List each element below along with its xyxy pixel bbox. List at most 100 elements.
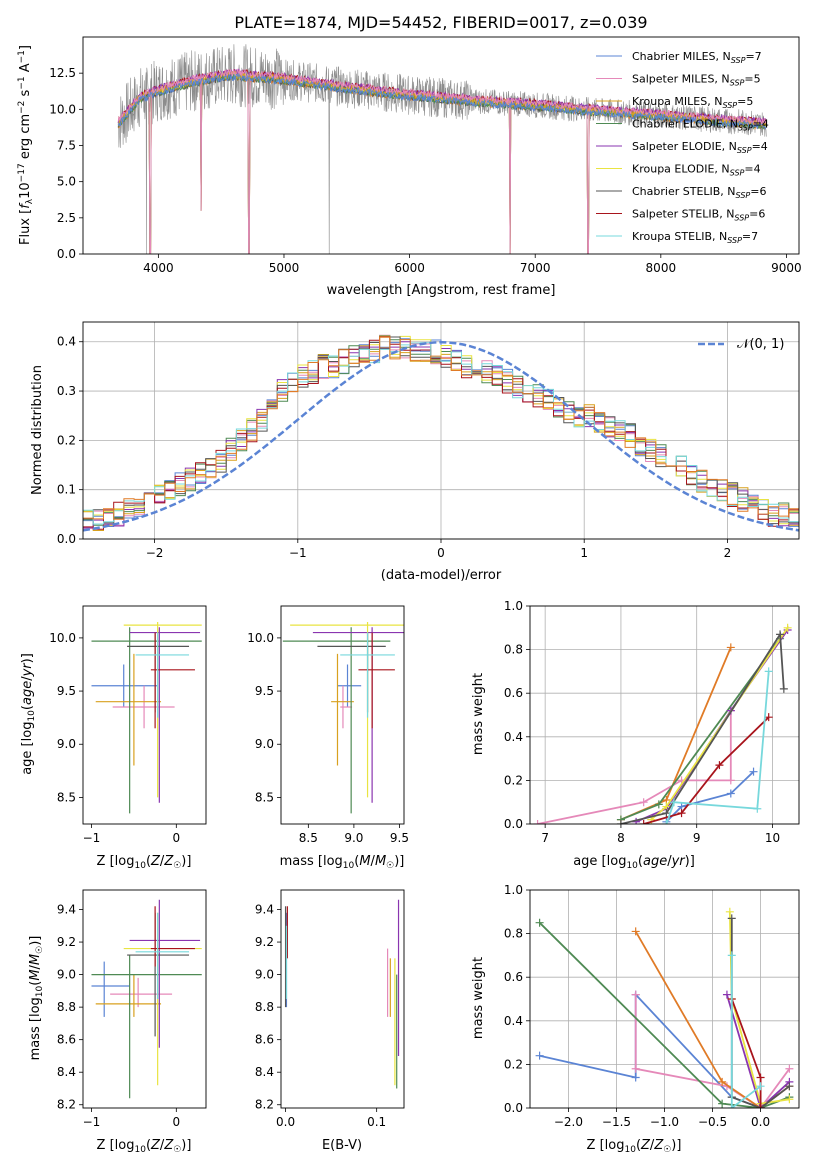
weight-marker	[631, 927, 640, 936]
x-tick-label: 7	[541, 831, 549, 845]
weight-marker	[631, 1064, 640, 1073]
y-tick-label: 9.2	[57, 935, 76, 949]
y-tick-label: 9.5	[57, 684, 76, 698]
x-tick-label: 2	[724, 546, 732, 560]
model-spectrum-line	[117, 68, 767, 254]
y-tick-label: 0.6	[504, 686, 523, 700]
axes-frame	[82, 605, 207, 825]
weight-marker	[715, 761, 724, 770]
legend-label: Kroupa STELIB, NSSP=7	[632, 230, 758, 245]
x-tick-label: −1	[289, 546, 307, 560]
x-tick-label: 6000	[394, 261, 425, 275]
weight-marker	[631, 990, 640, 999]
massZ-x-label: Z [log10(Z/Z☉)]	[97, 1138, 192, 1155]
mass-vs-metallicity-panel: −1 0 8.2 8.4 8.6 8.8 9.0 9.2 9.4	[57, 889, 207, 1129]
y-tick-label: 8.2	[57, 1098, 76, 1112]
weight-marker	[785, 1095, 794, 1104]
y-tick-label: 9.5	[255, 684, 274, 698]
y-tick-label: 0.2	[57, 433, 76, 447]
x-tick-label: 0.1	[367, 1115, 386, 1129]
errorbars	[284, 899, 400, 1089]
y-tick-label: 0.2	[504, 773, 523, 787]
histogram-legend: 𝒩(0, 1)	[698, 337, 784, 352]
ageZ-y-label: age [log10(age/yr)]	[20, 653, 37, 775]
histogram-y-label: Normed distribution	[30, 365, 45, 495]
y-tick-label: 0.3	[57, 384, 76, 398]
y-tick-label: 7.5	[57, 139, 76, 153]
weight-series-line	[643, 716, 770, 824]
x-tick-label: 0.0	[276, 1115, 295, 1129]
x-tick-label: 9.5	[390, 831, 409, 845]
y-tick-label: 0.8	[504, 927, 523, 941]
mwAge-x-label: age [log10(age/yr)]	[573, 854, 695, 871]
legend-label: Chabrier MILES, NSSP=7	[632, 50, 762, 65]
x-tick-label: 9	[693, 831, 701, 845]
axes-frame	[82, 889, 207, 1109]
weight-marker	[727, 951, 736, 960]
mwZ-y-label: mass weight	[471, 957, 486, 1039]
x-tick-label: −2.0	[554, 1115, 583, 1129]
weight-lines	[535, 907, 794, 1108]
weight-marker	[756, 1073, 765, 1082]
weight-marker	[776, 630, 785, 639]
errorbars	[91, 621, 202, 814]
weight-series-line	[665, 771, 755, 823]
y-tick-label: 8.5	[255, 790, 274, 804]
y-tick-label: 8.6	[57, 1033, 76, 1047]
legend-label: Kroupa ELODIE, NSSP=4	[632, 163, 761, 178]
weight-marker	[785, 1064, 794, 1073]
legend-label: Chabrier ELODIE, NSSP=4	[632, 118, 769, 133]
legend-label: Salpeter STELIB, NSSP=6	[632, 208, 765, 223]
weight-marker	[756, 1082, 765, 1091]
y-tick-label: 8.8	[255, 1000, 274, 1014]
y-tick-label: 9.4	[57, 903, 76, 917]
model-spectrum-line	[117, 72, 767, 130]
weight-marker	[616, 820, 625, 824]
x-tick-label: 0	[437, 546, 445, 560]
weight-marker	[533, 820, 542, 824]
x-tick-label: 8	[617, 831, 625, 845]
y-tick-label: 1.0	[504, 883, 523, 897]
y-tick-label: 0.6	[504, 970, 523, 984]
x-tick-label: −1.0	[650, 1115, 679, 1129]
weight-marker	[779, 684, 788, 693]
massE-x-label: E(B-V)	[322, 1138, 362, 1153]
y-tick-label: 2.5	[57, 211, 76, 225]
x-tick-label: 4000	[143, 261, 174, 275]
weight-marker	[783, 623, 792, 632]
weight-marker	[677, 809, 686, 818]
x-tick-label: 10	[765, 831, 780, 845]
y-tick-label: 0.4	[57, 335, 76, 349]
y-tick-label: 9.4	[255, 903, 274, 917]
weight-lines	[533, 623, 792, 824]
y-tick-label: 0.0	[504, 1101, 523, 1115]
y-tick-label: 8.5	[57, 790, 76, 804]
y-tick-label: 0.4	[504, 730, 523, 744]
weight-marker	[662, 809, 671, 818]
spectrum-lines	[117, 44, 767, 254]
y-tick-label: 5.0	[57, 175, 76, 189]
y-tick-label: 10.0	[49, 102, 76, 116]
errorbars	[91, 899, 202, 1099]
weight-series-line	[726, 994, 791, 1108]
y-tick-label: 9.0	[57, 737, 76, 751]
x-tick-label: −0.5	[698, 1115, 727, 1129]
weight-marker	[631, 1073, 640, 1082]
y-tick-label: 8.4	[57, 1065, 76, 1079]
y-tick-label: 8.8	[57, 1000, 76, 1014]
y-tick-label: 0.4	[504, 1014, 523, 1028]
weight-marker	[764, 713, 773, 722]
y-tick-label: 10.0	[247, 631, 274, 645]
spectrum-x-label: wavelength [Angstrom, rest frame]	[327, 283, 556, 298]
weight-marker	[756, 1104, 765, 1108]
x-tick-label: −1	[83, 1115, 101, 1129]
massZ-y-label: mass [log10(M/M☉)]	[28, 936, 45, 1061]
weight-marker	[535, 918, 544, 927]
x-tick-label: 0	[172, 1115, 180, 1129]
weight-series-line	[730, 955, 762, 1108]
x-tick-label: −2	[146, 546, 164, 560]
mass-vs-ebv-panel: 0.0 0.1 8.2 8.4 8.6 8.8 9.0 9.2 9.4	[255, 889, 405, 1129]
legend-label: Salpeter ELODIE, NSSP=4	[632, 140, 768, 155]
weight-marker	[726, 789, 735, 798]
